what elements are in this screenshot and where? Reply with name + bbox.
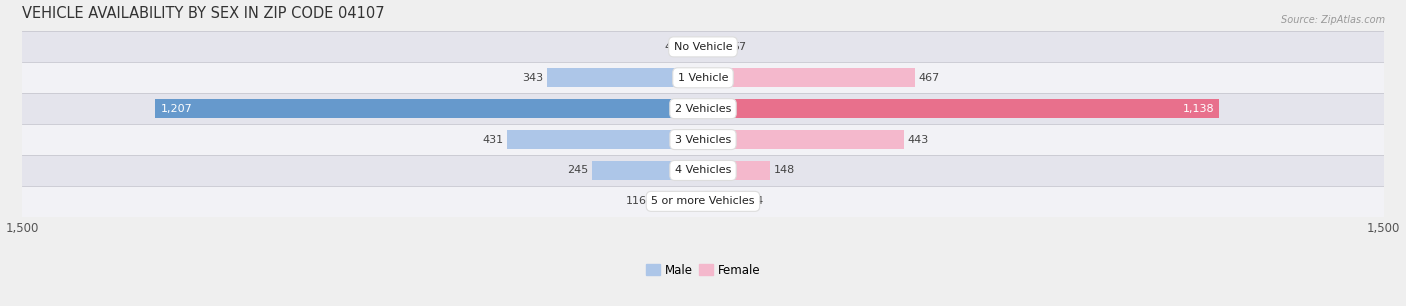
Text: 443: 443 bbox=[908, 135, 929, 144]
Bar bbox=[703, 192, 745, 211]
Legend: Male, Female: Male, Female bbox=[641, 259, 765, 281]
Text: 467: 467 bbox=[918, 73, 939, 83]
Text: 1,207: 1,207 bbox=[160, 104, 193, 114]
Text: 245: 245 bbox=[567, 166, 588, 175]
Bar bbox=[703, 130, 904, 149]
Bar bbox=[508, 130, 703, 149]
Text: 148: 148 bbox=[773, 166, 794, 175]
Text: 343: 343 bbox=[523, 73, 544, 83]
Bar bbox=[703, 37, 728, 57]
Text: 94: 94 bbox=[749, 196, 763, 206]
Bar bbox=[703, 99, 1219, 118]
Bar bbox=[22, 62, 1384, 93]
Text: VEHICLE AVAILABILITY BY SEX IN ZIP CODE 04107: VEHICLE AVAILABILITY BY SEX IN ZIP CODE … bbox=[22, 6, 385, 21]
Text: No Vehicle: No Vehicle bbox=[673, 42, 733, 52]
Text: 57: 57 bbox=[733, 42, 747, 52]
Bar bbox=[155, 99, 703, 118]
Text: 1 Vehicle: 1 Vehicle bbox=[678, 73, 728, 83]
Text: Source: ZipAtlas.com: Source: ZipAtlas.com bbox=[1281, 15, 1385, 25]
Bar bbox=[22, 155, 1384, 186]
Text: 45: 45 bbox=[665, 42, 679, 52]
Text: 2 Vehicles: 2 Vehicles bbox=[675, 104, 731, 114]
Bar bbox=[703, 161, 770, 180]
Bar bbox=[22, 32, 1384, 62]
Bar bbox=[547, 68, 703, 88]
Text: 431: 431 bbox=[482, 135, 503, 144]
Bar bbox=[22, 124, 1384, 155]
Bar bbox=[682, 37, 703, 57]
Bar bbox=[703, 68, 915, 88]
Text: 5 or more Vehicles: 5 or more Vehicles bbox=[651, 196, 755, 206]
Text: 3 Vehicles: 3 Vehicles bbox=[675, 135, 731, 144]
Text: 4 Vehicles: 4 Vehicles bbox=[675, 166, 731, 175]
Text: 116: 116 bbox=[626, 196, 647, 206]
Bar bbox=[22, 186, 1384, 217]
Bar bbox=[22, 93, 1384, 124]
Bar bbox=[651, 192, 703, 211]
Text: 1,138: 1,138 bbox=[1182, 104, 1213, 114]
Bar bbox=[592, 161, 703, 180]
